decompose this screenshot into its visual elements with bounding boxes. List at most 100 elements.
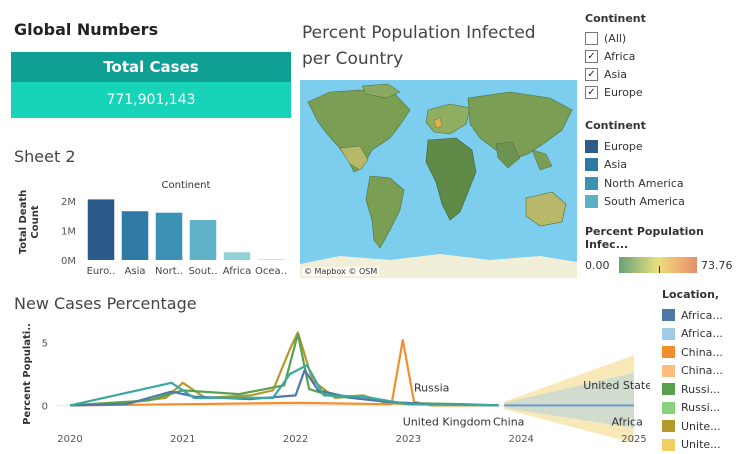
filter-label: Africa <box>604 49 636 63</box>
line-chart-x-tick: 2020 <box>57 434 82 445</box>
legend-swatch <box>662 420 675 433</box>
location-item[interactable]: Africa... <box>662 325 736 344</box>
legend-label: North America <box>604 176 684 190</box>
legend-swatch <box>662 327 675 340</box>
filter-item-asia[interactable]: ✓ Asia <box>585 65 725 83</box>
legend-label: Asia <box>604 158 628 172</box>
legend-item-south-america[interactable]: South America <box>585 193 725 212</box>
bar-chart-x-tick: Asia <box>125 266 146 277</box>
legend-label: South America <box>604 195 685 209</box>
location-item[interactable]: Russi... <box>662 380 736 399</box>
bar-chart-y-tick: 1M <box>61 226 76 237</box>
legend-swatch <box>585 195 598 209</box>
line-chart-x-tick: 2023 <box>396 434 421 445</box>
global-numbers-title: Global Numbers <box>14 20 159 39</box>
europe-highlight-shape[interactable] <box>433 117 443 129</box>
line-chart-ylabel: Percent Populati.. <box>22 323 33 425</box>
south-asia-shape[interactable] <box>495 141 521 169</box>
location-item[interactable]: Unite... <box>662 417 736 436</box>
continent-filter-title: Continent <box>585 12 646 25</box>
location-item[interactable]: China... <box>662 362 736 381</box>
series-annotation: United States <box>583 379 650 392</box>
bar-chart-x-tick: Sout.. <box>188 266 217 277</box>
series-annotation: Africa <box>611 416 642 429</box>
bar[interactable] <box>189 220 217 260</box>
legend-label: Unite... <box>681 419 721 433</box>
bar[interactable] <box>155 212 183 260</box>
filter-item-europe[interactable]: ✓ Europe <box>585 83 725 101</box>
map-attribution: © Mapbox © OSM <box>302 267 380 276</box>
series-line[interactable] <box>69 332 499 407</box>
usa-shape[interactable] <box>339 145 369 171</box>
legend-label: China... <box>681 364 723 378</box>
series-annotation: United Kingdom <box>403 416 491 429</box>
ppi-legend-title: Percent Population Infec... <box>585 225 704 251</box>
checkbox-checked-icon[interactable]: ✓ <box>585 49 598 63</box>
legend-label: Russi... <box>681 382 721 396</box>
ppi-legend-min: 0.00 <box>585 258 610 272</box>
continent-legend-title: Continent <box>585 119 646 132</box>
filter-label: (All) <box>604 31 627 45</box>
bar-chart-x-tick: Ocea.. <box>255 266 287 277</box>
bar[interactable] <box>223 252 251 260</box>
greenland-shape[interactable] <box>361 83 401 99</box>
legend-item-north-america[interactable]: North America <box>585 174 725 193</box>
south-america-shape[interactable] <box>365 175 405 249</box>
bar[interactable] <box>257 259 285 260</box>
checkbox-icon[interactable] <box>585 31 598 45</box>
location-item[interactable]: China... <box>662 343 736 362</box>
forecast-band-inner <box>504 372 634 429</box>
australia-shape[interactable] <box>525 191 567 227</box>
africa-shape[interactable] <box>425 137 477 221</box>
location-legend-title: Location, <box>662 288 720 301</box>
bar[interactable] <box>121 211 149 260</box>
bar-chart-ylabel: Total DeathCount <box>18 190 41 255</box>
new-cases-line-chart: Percent Populati.. 0 5 Russia United States U… <box>22 323 650 445</box>
filter-label: Asia <box>604 67 628 81</box>
line-chart-x-tick: 2024 <box>508 434 533 445</box>
bar-chart-x-tick: Africa <box>223 266 252 277</box>
legend-swatch <box>662 364 675 377</box>
total-cases-header: Total Cases <box>11 52 291 82</box>
map-title: Percent Population Infected per Country <box>302 20 582 72</box>
ppi-gradient-bar <box>619 257 697 273</box>
legend-swatch <box>585 158 598 172</box>
series-line[interactable] <box>69 364 499 407</box>
legend-label: Africa... <box>681 308 723 322</box>
legend-item-asia[interactable]: Asia <box>585 156 725 175</box>
legend-swatch <box>585 139 598 153</box>
bar-chart-x-tick: Nort.. <box>155 266 183 277</box>
filter-item-africa[interactable]: ✓ Africa <box>585 47 725 65</box>
continent-filter: Continent (All) ✓ Africa ✓ Asia ✓ Europe <box>585 12 725 108</box>
location-item[interactable]: Unite... <box>662 436 736 454</box>
location-item[interactable]: Africa... <box>662 306 736 325</box>
filter-item-all[interactable]: (All) <box>585 29 725 47</box>
total-cases-value: 771,901,143 <box>11 82 291 118</box>
legend-label: China... <box>681 345 723 359</box>
asia-shape[interactable] <box>467 91 573 161</box>
map-title-line1: Percent Population Infected <box>302 23 536 43</box>
legend-swatch <box>585 176 598 190</box>
legend-item-europe[interactable]: Europe <box>585 137 725 156</box>
line-chart-y-tick: 0 <box>42 401 48 412</box>
line-chart-x-tick: 2021 <box>170 434 195 445</box>
legend-label: Europe <box>604 139 643 153</box>
legend-swatch <box>662 438 675 451</box>
bar[interactable] <box>87 199 115 260</box>
location-item[interactable]: Russi... <box>662 399 736 418</box>
southeast-asia-shape[interactable] <box>531 149 553 171</box>
legend-swatch <box>662 383 675 396</box>
world-map[interactable]: © Mapbox © OSM <box>300 80 577 278</box>
new-cases-title: New Cases Percentage <box>14 294 197 313</box>
continent-legend: Continent Europe Asia North America Sout… <box>585 119 725 215</box>
line-chart-x-tick: 2022 <box>283 434 308 445</box>
bar-chart-title: Continent <box>162 180 211 191</box>
legend-swatch <box>662 346 675 359</box>
ppi-legend: Percent Population Infec... 0.00 73.76 <box>585 225 733 273</box>
checkbox-checked-icon[interactable]: ✓ <box>585 85 598 99</box>
legend-swatch <box>662 401 675 414</box>
checkbox-checked-icon[interactable]: ✓ <box>585 67 598 81</box>
legend-label: Unite... <box>681 438 721 452</box>
bar-chart-y-tick: 0M <box>61 256 76 267</box>
filter-label: Europe <box>604 85 643 99</box>
